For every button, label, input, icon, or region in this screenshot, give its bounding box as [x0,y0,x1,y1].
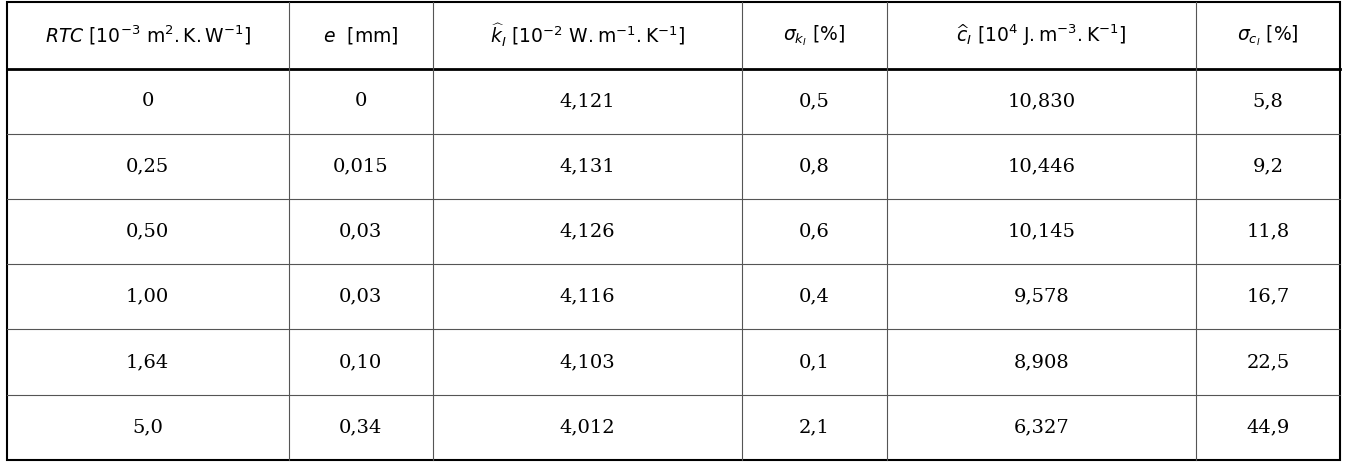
Text: 1,64: 1,64 [127,353,170,371]
Text: 2,1: 2,1 [799,418,830,436]
Text: 11,8: 11,8 [1246,223,1289,241]
Text: $\sigma_{k_I}\ [\%]$: $\sigma_{k_I}\ [\%]$ [784,23,846,48]
Text: 4,103: 4,103 [560,353,616,371]
Text: 0: 0 [141,92,154,110]
Text: 6,327: 6,327 [1013,418,1070,436]
Text: 5,8: 5,8 [1253,92,1284,110]
Text: 9,578: 9,578 [1013,288,1070,306]
Text: 1,00: 1,00 [127,288,170,306]
Text: 0,03: 0,03 [339,288,383,306]
Text: 0,34: 0,34 [339,418,383,436]
Text: 0: 0 [354,92,366,110]
Text: 16,7: 16,7 [1246,288,1289,306]
Text: $\widehat{k}_I\ [10^{-2}\ \mathrm{W.m}^{-1}\mathrm{.K}^{-1}]$: $\widehat{k}_I\ [10^{-2}\ \mathrm{W.m}^{… [490,22,686,49]
Text: $\widehat{c}_I\ [10^{4}\ \mathrm{J.m}^{-3}\mathrm{.K}^{-1}]$: $\widehat{c}_I\ [10^{4}\ \mathrm{J.m}^{-… [956,23,1126,48]
Text: 10,145: 10,145 [1008,223,1075,241]
Text: 4,121: 4,121 [560,92,616,110]
Text: 4,012: 4,012 [560,418,616,436]
Text: 0,015: 0,015 [333,158,388,176]
Text: 0,50: 0,50 [127,223,170,241]
Text: 0,1: 0,1 [799,353,830,371]
Text: 0,03: 0,03 [339,223,383,241]
Text: 4,116: 4,116 [560,288,616,306]
Text: 4,131: 4,131 [560,158,616,176]
Text: $\sigma_{c_I}\ [\%]$: $\sigma_{c_I}\ [\%]$ [1238,23,1299,48]
Text: 0,10: 0,10 [339,353,383,371]
Text: 8,908: 8,908 [1013,353,1070,371]
Text: 0,6: 0,6 [799,223,830,241]
Text: 44,9: 44,9 [1246,418,1290,436]
Text: 4,126: 4,126 [560,223,616,241]
Text: 22,5: 22,5 [1246,353,1289,371]
Text: $\mathit{e}\ \ \mathrm{[mm]}$: $\mathit{e}\ \ \mathrm{[mm]}$ [323,25,399,46]
Text: 0,4: 0,4 [799,288,830,306]
Text: 10,830: 10,830 [1008,92,1075,110]
Text: 5,0: 5,0 [132,418,163,436]
Text: 0,5: 0,5 [799,92,830,110]
Text: 10,446: 10,446 [1008,158,1075,176]
Text: $\mathit{RTC}\ [10^{-3}\ \mathrm{m}^2\mathrm{.K.W}^{-1}]$: $\mathit{RTC}\ [10^{-3}\ \mathrm{m}^2\ma… [44,24,251,47]
Text: 0,25: 0,25 [127,158,170,176]
Text: 9,2: 9,2 [1253,158,1284,176]
Text: 0,8: 0,8 [799,158,830,176]
